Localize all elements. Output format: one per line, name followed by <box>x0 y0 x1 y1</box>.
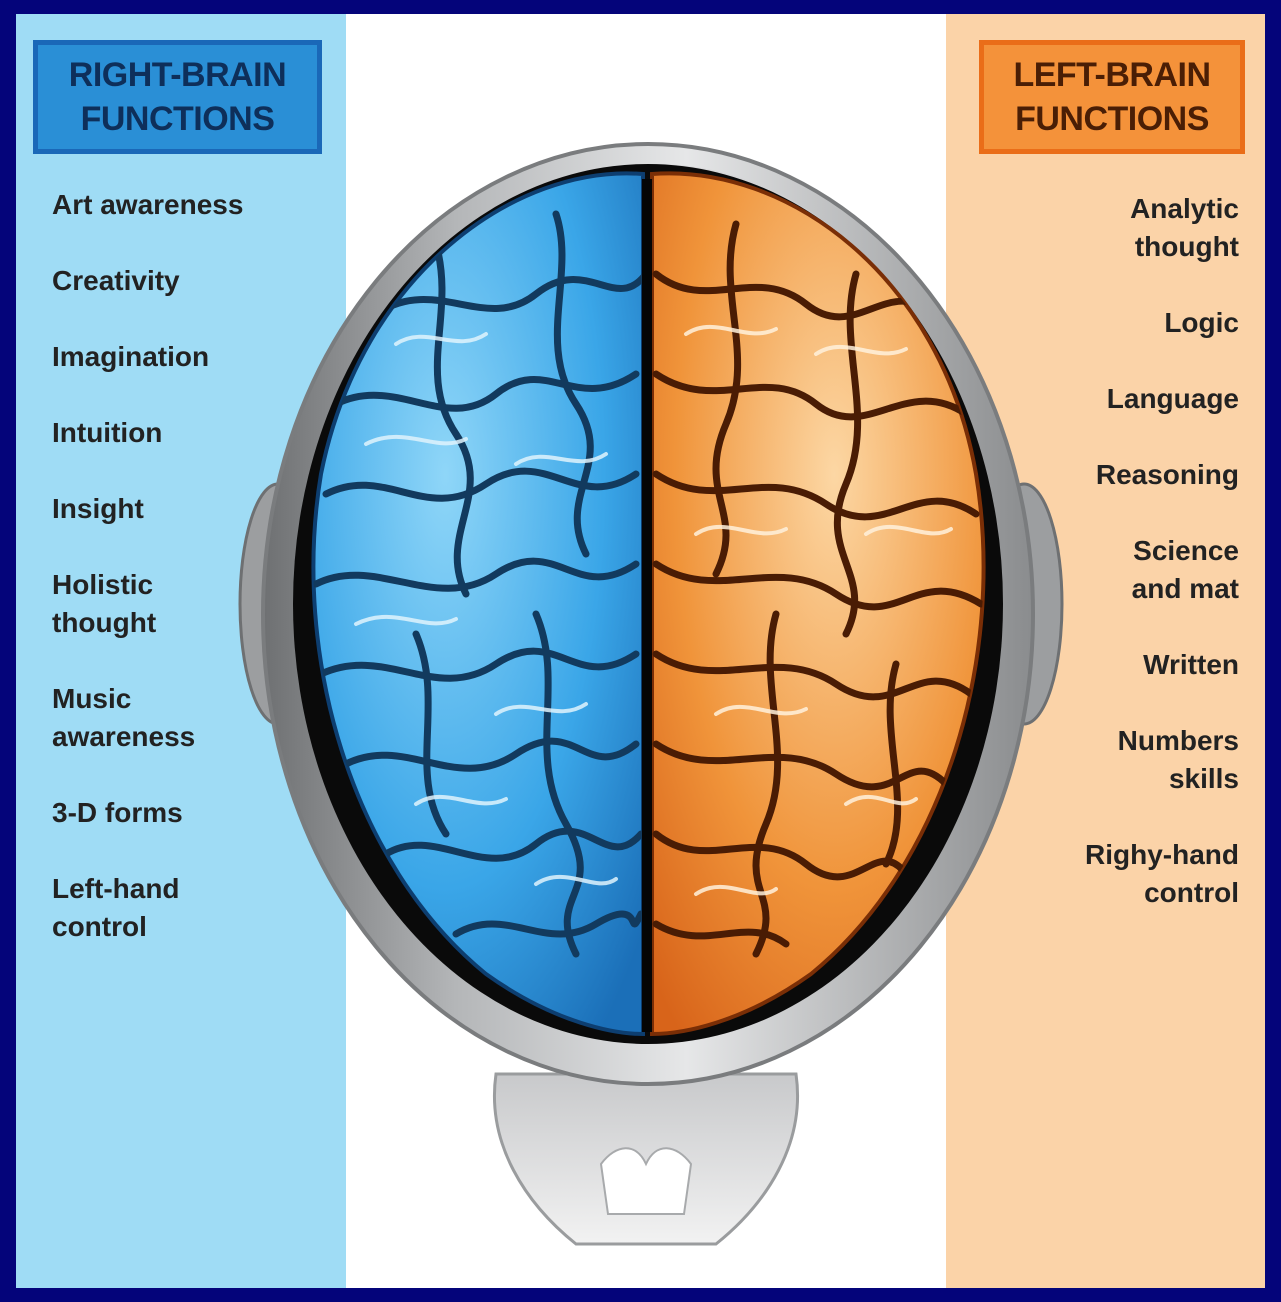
blue-highlights <box>354 332 618 886</box>
left-brain-function: Analytic thought <box>1130 193 1239 262</box>
left-brain-title: LEFT-BRAIN FUNCTIONS <box>1013 56 1211 138</box>
neck-shape <box>493 1072 799 1246</box>
left-brain-panel: LEFT-BRAIN FUNCTIONS Analytic thought Lo… <box>946 14 1265 1288</box>
left-brain-function: Righy-hand control <box>1085 839 1239 908</box>
right-brain-title: RIGHT-BRAIN FUNCTIONS <box>68 56 287 138</box>
orange-gyri <box>652 220 984 958</box>
left-brain-function: Science and mat <box>1131 535 1239 604</box>
left-brain-function: Written <box>1143 649 1239 680</box>
left-brain-function: Logic <box>1164 307 1239 338</box>
right-brain-function: Holistic thought <box>52 569 157 638</box>
diagram-canvas: RIGHT-BRAIN FUNCTIONS Art awareness Crea… <box>16 14 1265 1288</box>
right-brain-function: Left-hand control <box>52 873 180 942</box>
right-brain-function: Creativity <box>52 265 180 296</box>
right-brain-function: Art awareness <box>52 189 244 220</box>
left-brain-function: Reasoning <box>1095 459 1239 490</box>
neck-notch <box>599 1147 693 1215</box>
right-brain-function: 3-D forms <box>52 797 183 828</box>
right-brain-title-box: RIGHT-BRAIN FUNCTIONS <box>33 40 322 154</box>
right-brain-function-list: Art awareness Creativity Imagination Int… <box>52 186 243 984</box>
right-brain-function: Insight <box>52 493 144 524</box>
left-brain-function: Language <box>1106 383 1239 414</box>
blue-gyri <box>313 210 643 958</box>
left-brain-function-list: Analytic thought Logic Language Reasonin… <box>1085 190 1239 950</box>
left-brain-title-box: LEFT-BRAIN FUNCTIONS <box>979 40 1245 154</box>
left-brain-function: Numbers skills <box>1117 725 1239 794</box>
right-brain-function: Music awareness <box>52 683 196 752</box>
head-brain-illustration <box>238 142 1064 1246</box>
right-brain-function: Intuition <box>52 417 163 448</box>
right-brain-function: Imagination <box>52 341 210 372</box>
orange-highlights <box>684 324 953 896</box>
